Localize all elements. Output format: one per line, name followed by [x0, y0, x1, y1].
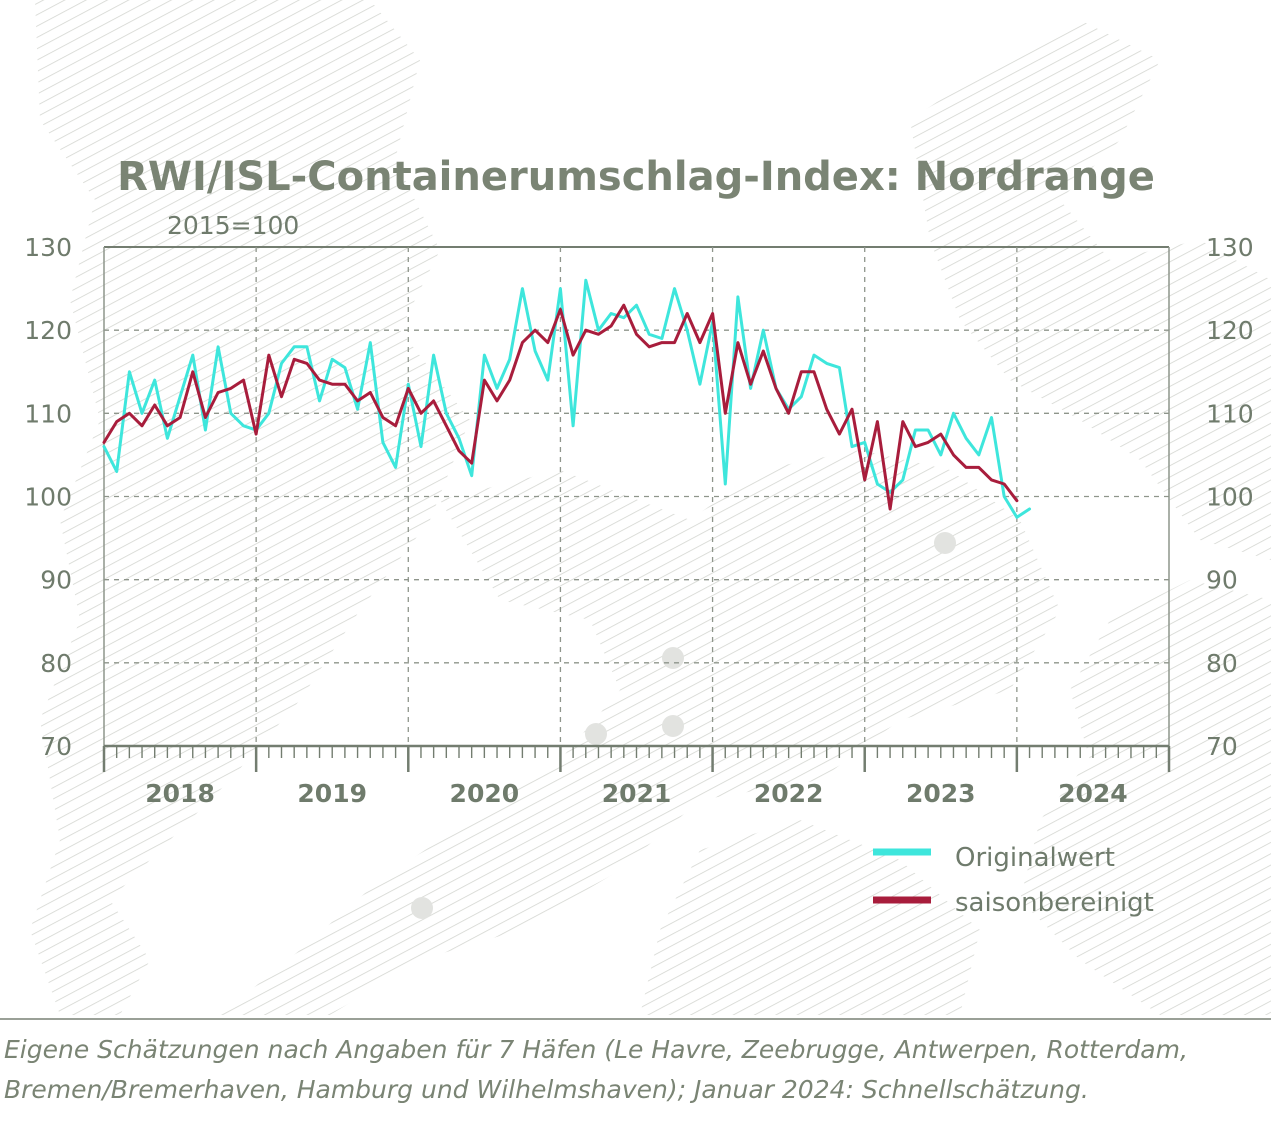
footnote-line-2: Bremen/Bremerhaven, Hamburg und Wilhelms… [4, 1075, 1089, 1104]
grid-lines [103, 246, 1170, 746]
axes [102, 744, 1171, 772]
x-tick-label-year: 2024 [1058, 779, 1128, 808]
x-tick-label-year: 2020 [450, 779, 520, 808]
footnote: Eigene Schätzungen nach Angaben für 7 Hä… [4, 1030, 1268, 1110]
footnote-divider [0, 1018, 1271, 1020]
y-tick-label-right: 120 [1206, 316, 1254, 345]
y-tick-label-right: 80 [1206, 649, 1238, 678]
x-tick-label-year: 2019 [297, 779, 367, 808]
footnote-line-1: Eigene Schätzungen nach Angaben für 7 Hä… [4, 1035, 1188, 1064]
x-tick-label-year: 2022 [754, 779, 824, 808]
y-tick-label-left: 110 [24, 399, 72, 428]
y-tick-label-left: 100 [24, 483, 72, 512]
y-tick-label-left: 80 [40, 649, 72, 678]
y-tick-label-left: 90 [40, 566, 72, 595]
y-tick-label-right: 130 [1206, 233, 1254, 262]
chart-title: RWI/ISL-Containerumschlag-Index: Nordran… [117, 154, 1155, 200]
x-axis-year-labels: 2018 2019 2020 2021 2022 2023 2024 [145, 779, 1127, 808]
y-tick-label-right: 100 [1206, 483, 1254, 512]
map-shape-central [220, 450, 1060, 1015]
map-city-dot [934, 532, 956, 554]
legend-label-originalwert: Originalwert [955, 843, 1115, 873]
x-tick-label-year: 2018 [145, 779, 215, 808]
y-tick-label-right: 110 [1206, 399, 1254, 428]
map-shape-east [1020, 580, 1271, 1015]
y-tick-label-left: 120 [24, 316, 72, 345]
x-tick-label-year: 2021 [602, 779, 672, 808]
y-axis-left: 130 120 110 100 90 80 70 [24, 233, 72, 761]
map-city-dot [585, 723, 607, 745]
y-tick-label-left: 70 [40, 732, 72, 761]
map-shape-south [640, 820, 980, 1015]
map-background [30, 0, 1271, 1015]
map-city-dot [662, 715, 684, 737]
y-tick-label-right: 90 [1206, 566, 1238, 595]
series-line-saisonbereinigt [102, 303, 1019, 511]
x-tick-label-year: 2023 [906, 779, 976, 808]
map-shape-north [910, 20, 1271, 560]
legend-label-saisonbereinigt: saisonbereinigt [955, 888, 1154, 918]
chart-subtitle: 2015=100 [167, 211, 299, 240]
legend: Originalwert saisonbereinigt [873, 843, 1154, 918]
series-lines [102, 278, 1031, 519]
map-city-dot [662, 647, 684, 669]
y-tick-label-right: 70 [1206, 732, 1238, 761]
map-shape-west [30, 0, 470, 1015]
y-axis-right: 130 120 110 100 90 80 70 [1206, 233, 1254, 761]
y-tick-label-left: 130 [24, 233, 72, 262]
map-city-dot [411, 897, 433, 919]
